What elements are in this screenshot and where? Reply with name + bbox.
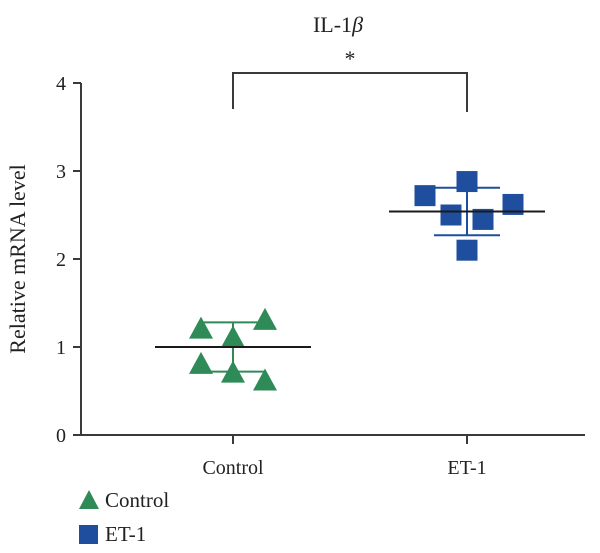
significance-bracket-line — [232, 72, 468, 112]
data-point — [189, 316, 213, 339]
y-tick-label: 0 — [56, 425, 66, 447]
y-axis-label: Relative mRNA level — [5, 164, 30, 353]
series-control — [155, 307, 311, 391]
legend-marker — [79, 490, 99, 509]
data-point — [472, 208, 494, 230]
series-layer — [155, 171, 545, 391]
data-point — [253, 368, 277, 391]
significance-bracket: * — [232, 46, 468, 112]
data-point — [221, 325, 245, 348]
data-point — [440, 204, 462, 226]
data-point — [189, 351, 213, 374]
data-point — [502, 193, 524, 215]
x-tick-label: ET-1 — [447, 457, 486, 479]
legend-marker — [79, 525, 98, 544]
data-point — [221, 360, 245, 383]
data-point — [253, 307, 277, 330]
series-et-1 — [389, 171, 545, 261]
x-tick-label: Control — [202, 457, 264, 479]
legend-label: ET-1 — [105, 522, 146, 546]
data-point — [414, 185, 436, 207]
x-ticks: Control ET-1 — [202, 435, 487, 479]
y-tick-label: 1 — [56, 337, 66, 359]
y-ticks: 0 1 2 3 4 — [56, 73, 81, 447]
y-tick-label: 4 — [56, 73, 66, 95]
chart-title: IL-1β — [313, 12, 363, 37]
y-tick-label: 2 — [56, 249, 66, 271]
data-point — [456, 239, 478, 261]
legend: Control ET-1 — [79, 488, 169, 546]
data-point — [456, 171, 478, 193]
y-tick-label: 3 — [56, 161, 66, 183]
legend-label: Control — [105, 488, 169, 512]
significance-label: * — [345, 46, 356, 71]
